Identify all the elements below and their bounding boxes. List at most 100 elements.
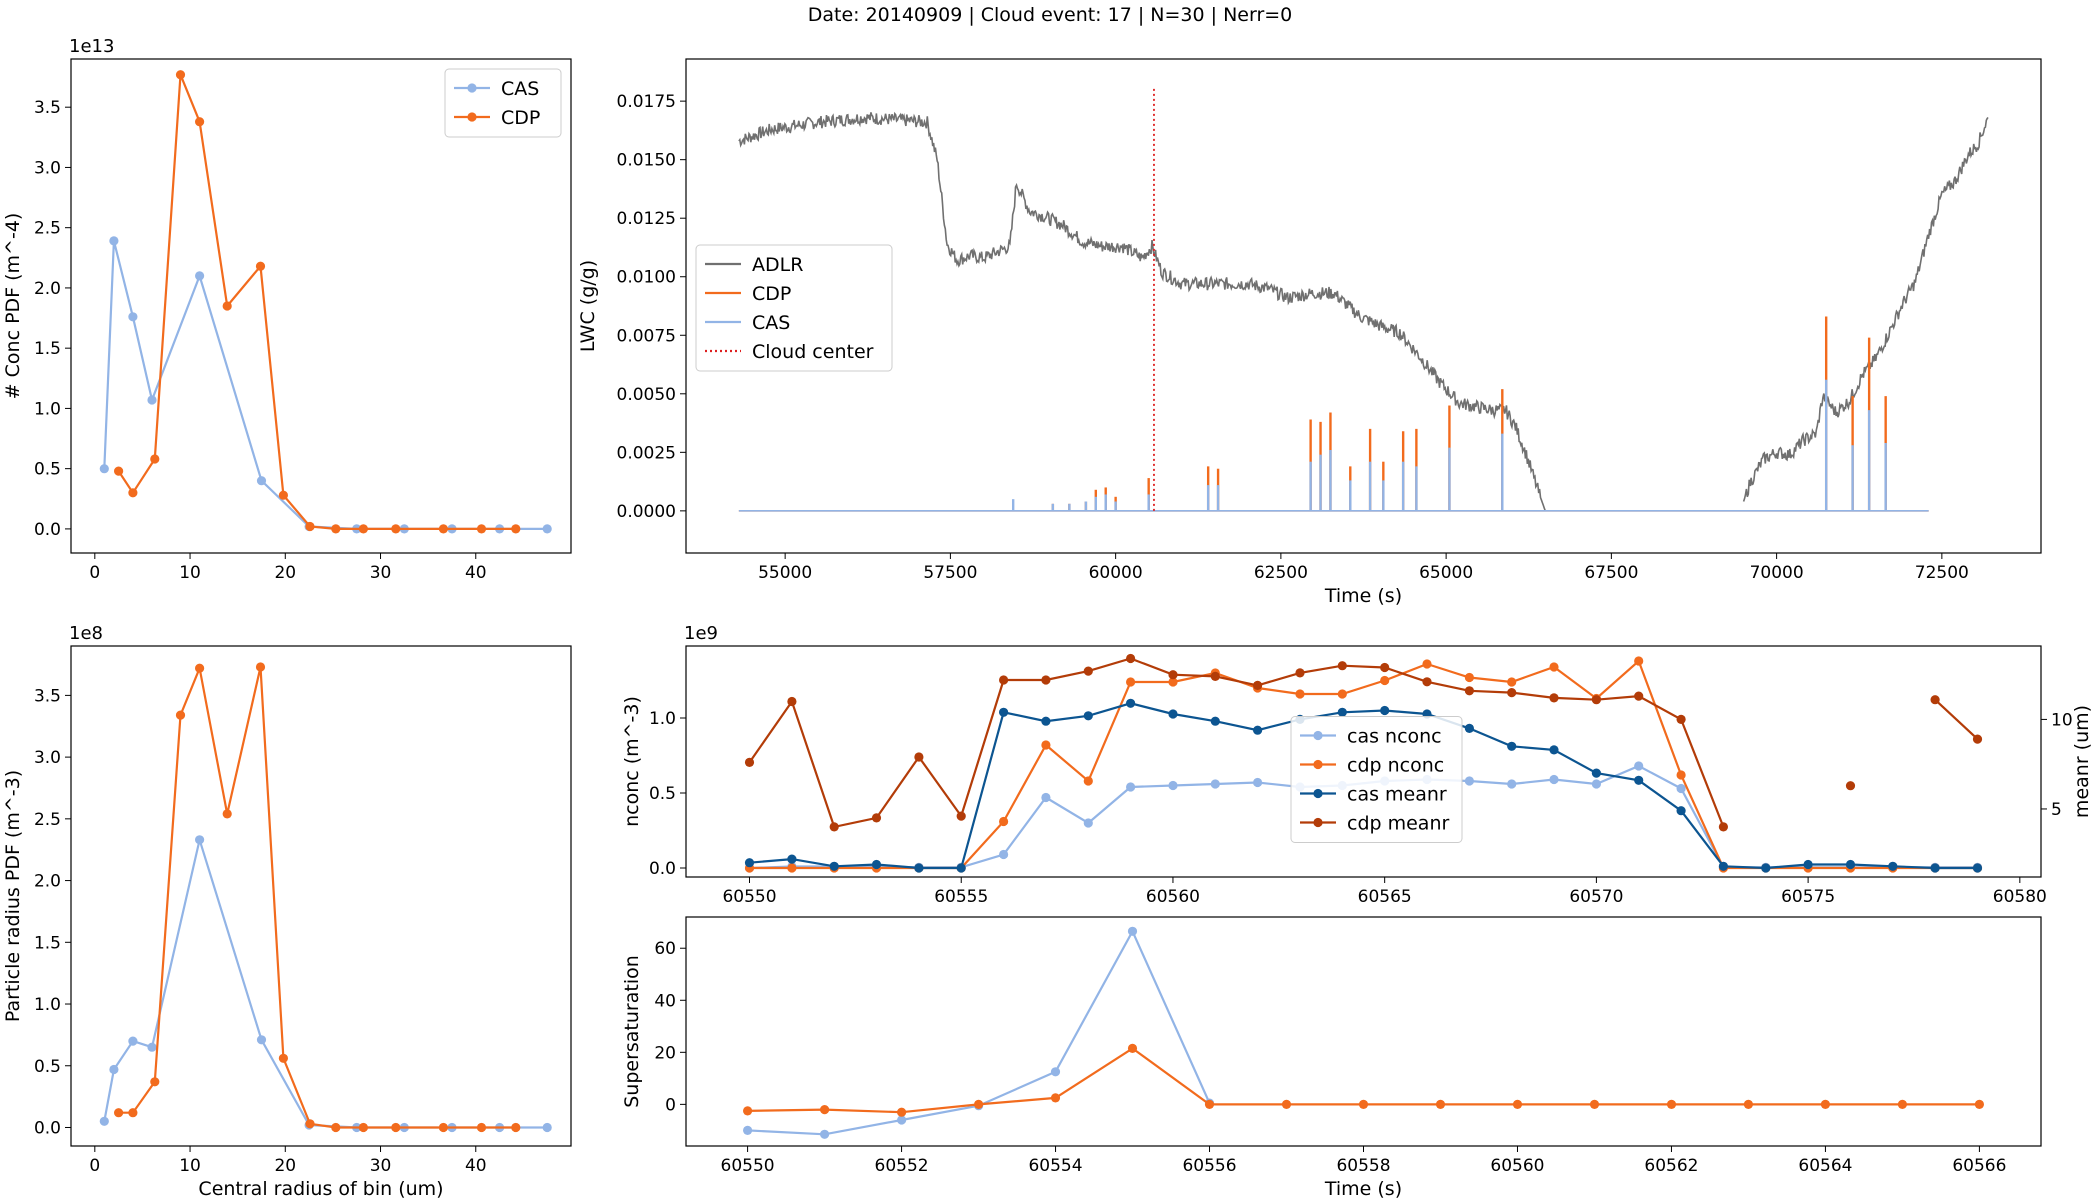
y-tick-label: 0.0: [34, 520, 61, 540]
data-point: [820, 1129, 830, 1139]
data-point: [743, 1125, 753, 1135]
data-point: [1507, 741, 1517, 751]
data-point: [128, 1036, 138, 1046]
y2-tick-label: 5: [2051, 800, 2062, 820]
legend-marker: [1313, 817, 1323, 828]
series-line-adlr: [1742, 116, 1989, 502]
data-point: [195, 271, 205, 281]
x-tick-label: 60562: [1644, 1156, 1698, 1176]
data-point: [897, 1115, 907, 1125]
y-tick-label: 1.0: [649, 709, 676, 729]
data-point: [956, 811, 966, 821]
legend-entry: cas meanr: [1347, 784, 1447, 806]
data-point: [1083, 818, 1093, 828]
x-tick-label: 20: [274, 1156, 296, 1176]
data-point: [1676, 806, 1686, 816]
y-tick-label: 2.5: [34, 810, 61, 830]
data-point: [1549, 693, 1559, 703]
data-point: [1050, 1067, 1061, 1077]
x-tick-label: 60554: [1028, 1156, 1082, 1176]
data-point: [476, 524, 487, 534]
nconc-meanr-plot: 60550 60555 60560 60565 60570 60575 60580 0.0 0.…: [621, 623, 2093, 907]
data-point: [1634, 656, 1644, 666]
legend-entry: CDP: [752, 283, 791, 305]
data-point: [1464, 672, 1474, 683]
data-point: [278, 490, 288, 500]
axes-frame: [685, 58, 2042, 554]
supersaturation-plot: 60550 60552 60554 60556 60558 60560 60562 60564…: [621, 916, 2042, 1200]
data-point: [871, 859, 882, 870]
data-point: [1820, 1099, 1830, 1109]
legend-entry: cdp meanr: [1347, 813, 1449, 835]
data-point: [1050, 1093, 1061, 1103]
data-point: [1464, 723, 1474, 734]
data-point: [222, 301, 232, 311]
legend-box: [1290, 716, 1463, 843]
y-tick-label: 0.0175: [617, 92, 676, 112]
data-point: [331, 524, 341, 534]
data-point: [829, 861, 839, 871]
x-tick-label: 20: [274, 563, 296, 583]
figure-title: Date: 20140909 | Cloud event: 17 | N=30 …: [808, 4, 1293, 26]
data-point: [1041, 675, 1051, 685]
data-point: [222, 809, 232, 819]
data-point: [331, 1122, 341, 1133]
data-point: [1281, 1099, 1292, 1109]
y-tick-label: 0.0075: [617, 326, 676, 346]
series-group: [743, 926, 1984, 1139]
axes-frame: [685, 916, 2042, 1147]
y-tick-label: 2.0: [34, 872, 61, 892]
data-point: [255, 261, 266, 271]
lwc-time-plot: 55000 57500 60000 62500 65000 67500 70000 72500…: [577, 58, 2042, 607]
x-tick-label: 40: [465, 563, 487, 583]
data-point: [128, 1108, 138, 1118]
x-tick-label: 0: [89, 563, 100, 583]
y-tick-label: 3.5: [34, 686, 61, 706]
x-tick-label: 40: [465, 1156, 487, 1176]
data-point: [1634, 761, 1644, 771]
data-point: [744, 757, 755, 768]
legend-marker: [1313, 730, 1323, 741]
y-tick-label: 0.0100: [617, 268, 676, 288]
data-point: [1589, 1099, 1600, 1109]
legend: cas nconc cdp nconc cas meanr cdp meanr: [1290, 716, 1463, 843]
data-point: [999, 675, 1009, 685]
data-point: [1507, 677, 1517, 687]
data-point: [1897, 1099, 1907, 1109]
x-tick-label: 10: [179, 563, 201, 583]
data-point: [438, 1122, 448, 1133]
data-point: [743, 1106, 753, 1116]
x-tick-label: 60555: [934, 887, 988, 907]
data-point: [1126, 782, 1136, 792]
data-point: [476, 1122, 487, 1133]
data-point: [1083, 711, 1093, 721]
data-point: [1666, 1099, 1677, 1109]
y-axis-label: # Conc PDF (m^-4): [2, 213, 24, 400]
axes-frame: [70, 58, 572, 554]
y-tick-label: 1.5: [34, 339, 61, 359]
x-tick-label: 10: [179, 1156, 201, 1176]
data-point: [999, 849, 1009, 860]
data-point: [1126, 677, 1136, 687]
data-point: [1253, 725, 1263, 735]
y-offset-text: 1e8: [69, 623, 103, 644]
y-tick-label: 0: [665, 1095, 676, 1115]
data-point: [1591, 695, 1601, 705]
data-point: [99, 464, 109, 474]
data-point: [109, 1064, 119, 1075]
legend-marker: [467, 83, 477, 93]
data-point: [1549, 745, 1559, 755]
series-line-cdp_meanr: [1934, 698, 1979, 740]
y-tick-label: 40: [654, 991, 676, 1011]
data-point: [999, 707, 1009, 717]
data-point: [744, 858, 755, 868]
data-point: [1464, 776, 1474, 786]
data-point: [1845, 781, 1856, 791]
y-tick-label: 0.0125: [617, 209, 676, 229]
data-point: [974, 1099, 984, 1109]
data-point: [358, 1122, 368, 1133]
data-point: [511, 1122, 521, 1133]
x-tick-label: 60560: [1490, 1156, 1544, 1176]
data-point: [1464, 686, 1474, 696]
y-tick-label: 0.5: [649, 784, 676, 804]
